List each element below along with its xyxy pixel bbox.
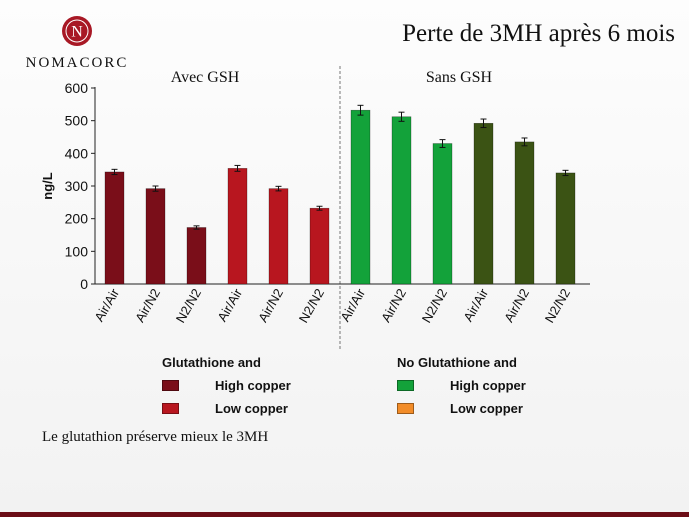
y-tick-label: 500 (65, 113, 89, 129)
bar (391, 116, 412, 285)
x-tick-label: Air/Air (337, 285, 368, 324)
legend-entry: Low copper (397, 397, 526, 420)
bar (309, 207, 330, 285)
legend-label: High copper (215, 378, 291, 393)
bar (514, 141, 535, 285)
x-tick-label: Air/Air (91, 285, 122, 324)
legend-title: Glutathione and (162, 355, 261, 370)
x-tick-label: N2/N2 (296, 286, 327, 325)
logo-ring (65, 19, 89, 43)
y-tick-label: 300 (65, 178, 89, 194)
y-tick-label: 400 (65, 145, 89, 161)
legend-no-glutathione: No Glutathione and High copper Low copper (397, 354, 526, 420)
bar (432, 143, 453, 285)
bar (268, 188, 289, 285)
legend-swatch (162, 403, 179, 414)
x-tick-label: Air/N2 (378, 286, 409, 325)
x-tick-label: Air/N2 (132, 286, 163, 325)
legend-title: No Glutathione and (397, 355, 517, 370)
legend-label: Low copper (215, 401, 288, 416)
x-tick-label: Air/N2 (255, 286, 286, 325)
group-label: Sans GSH (426, 69, 493, 86)
x-tick-label: Air/Air (460, 285, 491, 324)
y-tick-label: 600 (65, 80, 89, 96)
y-tick-label: 100 (65, 243, 89, 259)
x-tick-label: Air/N2 (501, 286, 532, 325)
bottom-accent-bar (0, 512, 689, 517)
nomacorc-logo: N NOMACORC (26, 16, 129, 71)
legend-swatch (397, 403, 414, 414)
legend-entry: High copper (397, 374, 526, 397)
logo-wordmark: NOMACORC (26, 55, 129, 71)
slide-title: Perte de 3MH après 6 mois (402, 20, 675, 47)
bar (145, 188, 166, 285)
legend-glutathione: Glutathione and High copper Low copper (162, 354, 291, 420)
x-tick-label: Air/Air (214, 285, 245, 324)
group-label: Avec GSH (171, 69, 240, 86)
logo-mark: N (71, 24, 83, 41)
x-tick-label: N2/N2 (173, 286, 204, 325)
x-tick-label: N2/N2 (542, 286, 573, 325)
y-axis-label: ng/L (40, 172, 55, 199)
bar (104, 171, 125, 285)
legend-label: Low copper (450, 401, 523, 416)
bar (350, 109, 371, 285)
legend-swatch (397, 380, 414, 391)
bar (186, 227, 207, 285)
bar-chart: Avec GSH Sans GSH 0 100 200 300 400 500 600 ng/L A… (40, 66, 590, 350)
footnote: Le glutathion préserve mieux le 3MH (42, 429, 269, 445)
bar (227, 168, 248, 285)
bar (555, 172, 576, 285)
x-tick-label: N2/N2 (419, 286, 450, 325)
bar (473, 122, 494, 285)
legend-swatch (162, 380, 179, 391)
y-tick-label: 0 (80, 276, 88, 292)
y-tick-label: 200 (65, 211, 89, 227)
legend-label: High copper (450, 378, 526, 393)
legend-entry: High copper (162, 374, 291, 397)
legend-entry: Low copper (162, 397, 291, 420)
